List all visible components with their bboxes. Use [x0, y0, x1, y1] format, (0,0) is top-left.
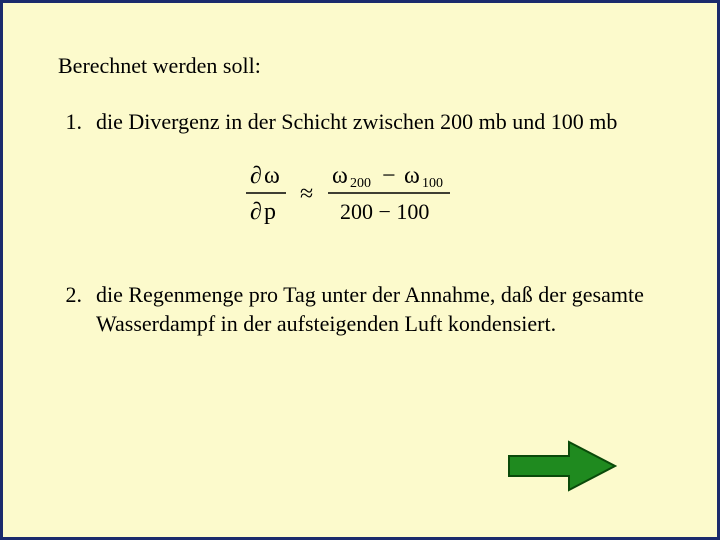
eq-rhs-bot: 200 − 100: [340, 199, 429, 224]
list-item-1: 1. die Divergenz in der Schicht zwischen…: [58, 107, 662, 137]
eq-lhs-bot-p: p: [264, 199, 276, 225]
eq-rhs-top-omega1: ω: [332, 163, 348, 189]
eq-rhs-top-sub1: 200: [350, 176, 371, 191]
arrow-right-icon: [509, 442, 615, 490]
eq-rhs-top-sub2: 100: [422, 176, 443, 191]
eq-lhs-bot-partial: ∂: [250, 199, 262, 225]
list-text-2: die Regenmenge pro Tag unter der Annahme…: [96, 280, 662, 339]
eq-lhs-top-partial: ∂: [250, 163, 262, 189]
list-number-1: 1.: [58, 107, 96, 137]
eq-rhs-top-minus: −: [382, 163, 396, 189]
page-title: Berechnet werden soll:: [58, 53, 662, 79]
list-number-2: 2.: [58, 280, 96, 339]
list-item-2: 2. die Regenmenge pro Tag unter der Anna…: [58, 280, 662, 339]
eq-rhs-top-omega2: ω: [404, 163, 420, 189]
list-text-1: die Divergenz in der Schicht zwischen 20…: [96, 107, 662, 137]
next-arrow[interactable]: [507, 440, 617, 497]
equation: ∂ ω ∂ p ≈ ω 200 − ω 100 200 − 100: [58, 155, 662, 240]
eq-approx: ≈: [300, 181, 313, 207]
eq-lhs-top-omega: ω: [264, 163, 280, 189]
